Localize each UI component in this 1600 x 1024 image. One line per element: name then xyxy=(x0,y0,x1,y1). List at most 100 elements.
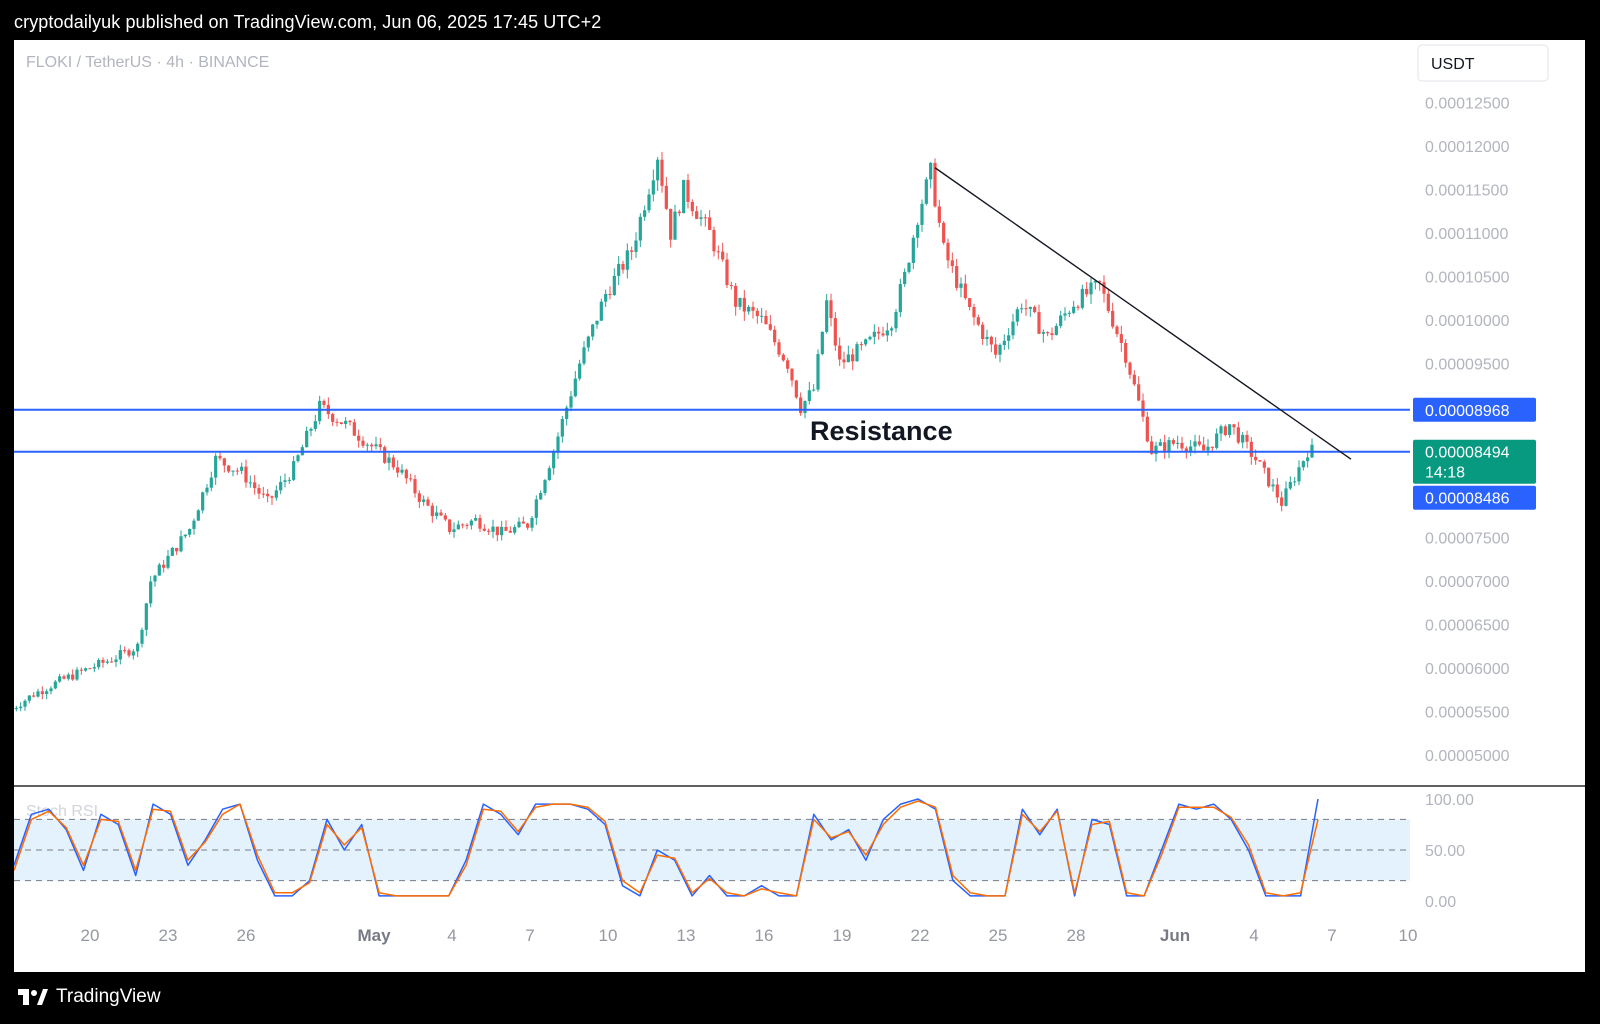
candle-body xyxy=(1254,456,1258,461)
candle xyxy=(88,667,92,670)
candle-body xyxy=(521,521,525,524)
candle-body xyxy=(586,336,590,348)
candle-body xyxy=(257,488,261,494)
candle-body xyxy=(560,418,564,437)
price-tick-label: 0.00005500 xyxy=(1425,705,1510,722)
chart-canvas[interactable]: Resistance0.000089680.0000849414:180.000… xyxy=(13,40,1585,972)
candle xyxy=(929,161,933,189)
candle xyxy=(435,505,439,520)
candle xyxy=(162,559,166,573)
candle xyxy=(1232,424,1236,435)
candle-body xyxy=(1280,497,1284,506)
candle-body xyxy=(144,603,148,630)
candle-body xyxy=(231,470,235,472)
candle xyxy=(105,659,109,665)
candle xyxy=(669,208,673,248)
candle xyxy=(686,173,690,209)
candle-body xyxy=(296,455,300,462)
candle xyxy=(1054,323,1058,336)
candle-body xyxy=(344,420,348,424)
candle xyxy=(335,418,339,427)
candle-body xyxy=(92,667,96,669)
candle xyxy=(474,514,478,522)
candle-body xyxy=(40,691,44,695)
candle xyxy=(1028,306,1032,317)
candle-body xyxy=(530,517,534,528)
candle-body xyxy=(859,344,863,346)
candle xyxy=(97,658,101,670)
candle xyxy=(963,274,967,300)
candle xyxy=(1046,331,1050,337)
candle xyxy=(725,252,729,288)
trendline[interactable] xyxy=(934,167,1352,460)
candle-body xyxy=(920,203,924,225)
candle xyxy=(1124,339,1128,368)
candle xyxy=(690,199,694,217)
candle xyxy=(777,338,781,357)
candle-body xyxy=(19,706,23,709)
candle-body xyxy=(552,451,556,469)
candle-body xyxy=(1202,444,1206,451)
candle-body xyxy=(222,458,226,466)
candle xyxy=(807,382,811,405)
candle xyxy=(209,471,213,492)
symbol-title[interactable]: FLOKI / TetherUS · 4h · BINANCE xyxy=(26,54,269,71)
candle xyxy=(1033,305,1037,314)
chart-frame[interactable]: Resistance 0.00008968 0.00008494 14:18 0.000… xyxy=(13,40,1585,972)
candle-body xyxy=(1284,488,1288,506)
candle xyxy=(638,213,642,248)
candle xyxy=(729,281,733,290)
candle-body xyxy=(27,695,31,701)
candle-body xyxy=(716,251,720,253)
candle-body xyxy=(638,216,642,241)
upper-price-tag-text: 0.00008968 xyxy=(1425,403,1510,420)
candle xyxy=(552,449,556,475)
candle-body xyxy=(569,396,573,408)
candle xyxy=(27,695,31,704)
candle-body xyxy=(1232,424,1236,428)
candle-body xyxy=(851,354,855,362)
candle xyxy=(465,523,469,530)
candle xyxy=(916,222,920,248)
candle-body xyxy=(708,217,712,230)
candle xyxy=(742,289,746,321)
candle-body xyxy=(543,480,547,494)
candle-body xyxy=(422,499,426,502)
candle-body xyxy=(864,339,868,345)
time-tick-label: 4 xyxy=(1249,926,1258,945)
candle xyxy=(773,325,777,346)
candle xyxy=(582,341,586,366)
candle xyxy=(439,509,443,517)
candle xyxy=(1041,329,1045,343)
candle-body xyxy=(1236,427,1240,443)
candle-body xyxy=(474,518,478,521)
price-tick-label: 0.00010500 xyxy=(1425,270,1510,287)
stoch-rsi-layer: Stoch RSI 100.00 50.00 0.00 xyxy=(13,792,1474,911)
candle xyxy=(768,314,772,331)
candle xyxy=(305,426,309,448)
currency-box[interactable] xyxy=(1417,44,1549,82)
candle-body xyxy=(1206,446,1210,451)
candle-body xyxy=(253,482,257,489)
candle xyxy=(1202,436,1206,451)
candle xyxy=(643,205,647,221)
candle xyxy=(989,335,993,353)
candle-body xyxy=(1301,461,1305,468)
candle-body xyxy=(88,668,92,670)
footer-brand[interactable]: TradingView xyxy=(18,986,161,1008)
candle-body xyxy=(690,201,694,212)
candle xyxy=(140,627,144,648)
candle xyxy=(812,384,816,392)
candle-body xyxy=(283,480,287,482)
candle xyxy=(331,412,335,426)
candle xyxy=(760,307,764,324)
candle-body xyxy=(794,380,798,398)
candle-body xyxy=(374,444,378,447)
candle xyxy=(400,464,404,475)
candle-body xyxy=(153,575,157,582)
candle-body xyxy=(790,368,794,381)
candle xyxy=(565,405,569,426)
candle-body xyxy=(751,306,755,311)
candle xyxy=(790,367,794,387)
candle xyxy=(426,496,430,507)
